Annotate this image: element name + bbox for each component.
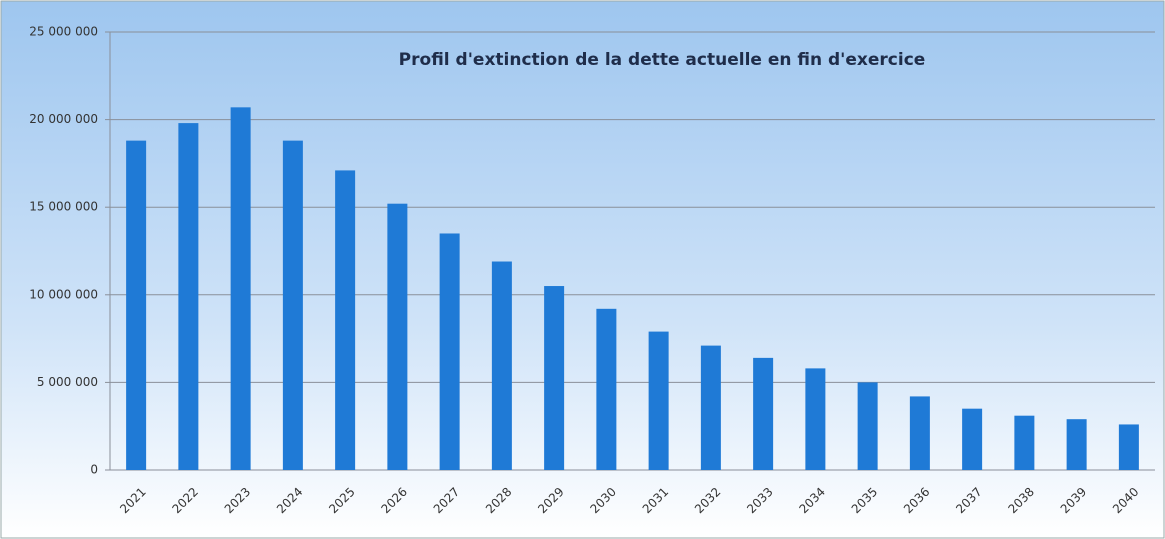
bar [857,382,878,470]
bar [648,331,669,470]
y-tick-label: 10 000 000 [29,287,98,301]
y-tick-label: 5 000 000 [37,375,98,389]
bar [596,308,617,470]
bar [962,408,983,470]
bar [1066,419,1087,470]
bar [126,140,147,470]
bar [491,261,512,470]
bar [439,233,460,470]
bar [544,286,565,470]
y-tick-label: 20 000 000 [29,112,98,126]
bar [282,140,303,470]
y-tick-label: 15 000 000 [29,200,98,214]
bar [387,203,408,471]
bar [1014,415,1035,470]
chart-title: Profil d'extinction de la dette actuelle… [399,50,926,70]
bar [700,345,721,470]
bar [230,107,251,470]
bar [178,123,199,470]
bar [1118,424,1139,470]
bar [805,368,826,470]
y-tick-label: 0 [90,463,98,477]
y-tick-label: 25 000 000 [29,25,98,39]
bar [909,396,930,470]
bar [335,170,356,470]
bar [753,357,774,470]
